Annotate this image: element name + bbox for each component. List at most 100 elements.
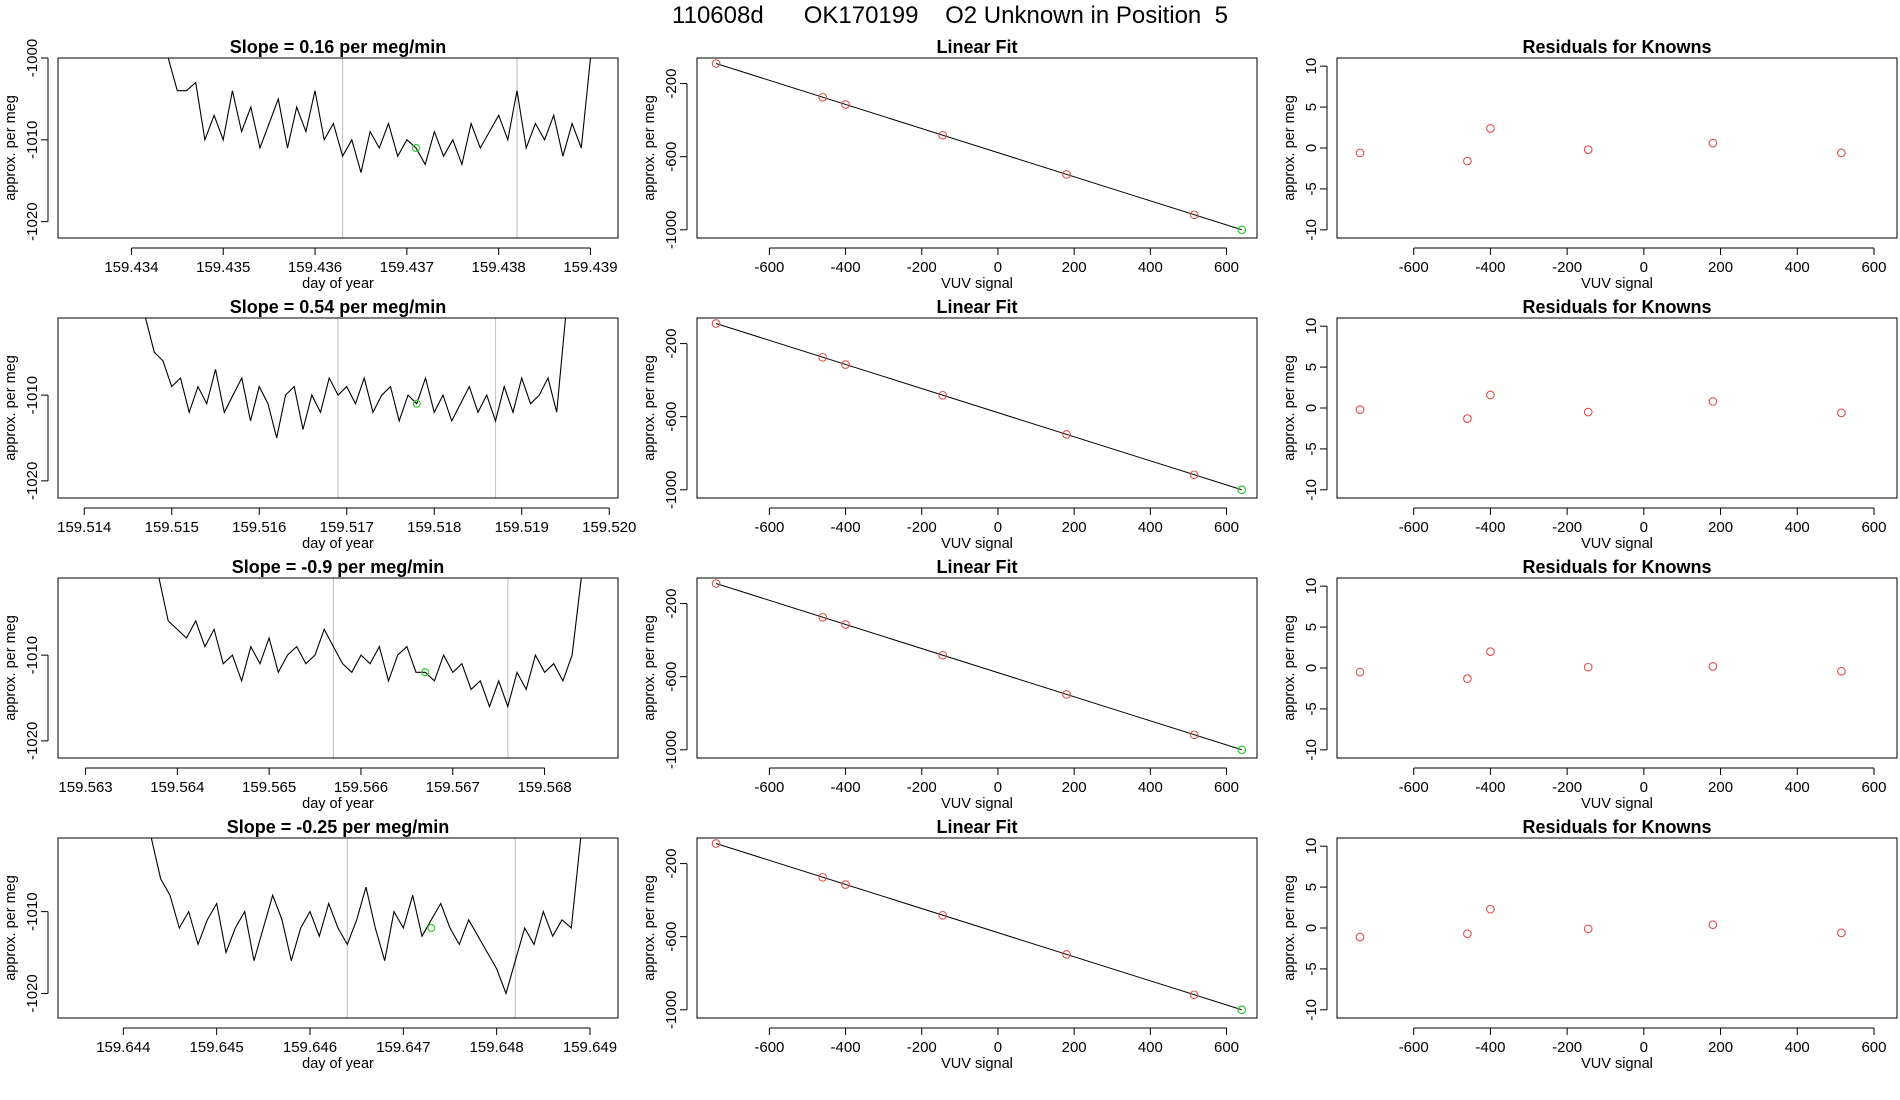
plot-frame	[57, 837, 619, 1019]
y-tick-label: 5	[1303, 363, 1320, 371]
known-point	[1062, 430, 1071, 439]
x-tick-label: -600	[754, 259, 784, 276]
known-point	[1062, 170, 1071, 179]
known-point	[1583, 662, 1593, 672]
x-tick-label: 159.648	[470, 1039, 524, 1056]
known-point	[711, 59, 721, 68]
known-point	[1583, 924, 1593, 934]
y-tick-label: -1020	[24, 722, 41, 760]
y-tick-label: 0	[1303, 404, 1320, 412]
known-point	[818, 612, 828, 622]
known-point	[1837, 666, 1846, 676]
series-line	[150, 838, 582, 996]
x-tick-label: 159.518	[407, 519, 461, 536]
x-tick-label: 0	[994, 779, 1002, 796]
y-tick-label: -10	[1303, 739, 1320, 761]
x-tick-label: 159.568	[517, 779, 571, 796]
known-point	[1837, 408, 1846, 418]
plot-area	[1355, 904, 1846, 942]
y-tick-label: -10	[1303, 479, 1320, 501]
x-tick-label: 159.563	[58, 779, 112, 796]
known-point	[1463, 156, 1472, 166]
known-point	[938, 390, 948, 400]
x-tick-label: 159.436	[288, 259, 342, 276]
y-axis-label: approx. per meg	[642, 875, 658, 981]
x-tick-label: -400	[1475, 779, 1505, 796]
known-point	[1708, 662, 1718, 671]
y-tick-label: -10	[1303, 219, 1320, 241]
y-tick-label: 0	[1303, 664, 1320, 672]
x-tick-label: 159.519	[495, 519, 549, 536]
y-tick-label: -1000	[663, 471, 680, 509]
x-tick-label: -200	[907, 779, 937, 796]
plot-frame	[696, 317, 1258, 499]
known-point	[1189, 990, 1199, 1000]
y-tick-label: 5	[1303, 883, 1320, 891]
known-point	[1837, 148, 1846, 158]
x-tick-label: 600	[1214, 779, 1239, 796]
y-tick-label: -600	[663, 142, 680, 172]
plot-area	[711, 839, 1247, 1015]
known-point	[1463, 929, 1472, 939]
y-axis-label: approx. per meg	[642, 95, 658, 201]
known-point	[1463, 414, 1472, 423]
y-tick-label: -200	[663, 589, 680, 619]
y-tick-label: -1010	[24, 376, 41, 414]
chart-title: Slope = -0.9 per meg/min	[232, 557, 445, 577]
y-axis-label: approx. per meg	[3, 355, 19, 461]
x-tick-label: 159.517	[320, 519, 374, 536]
x-tick-label: 0	[994, 259, 1002, 276]
plot-area	[1355, 647, 1846, 683]
unknown-point	[412, 399, 421, 408]
x-axis-label: VUV signal	[1581, 796, 1653, 812]
x-tick-label: -600	[1399, 519, 1429, 536]
x-tick-label: 200	[1708, 519, 1733, 536]
y-tick-label: -1010	[24, 892, 41, 930]
x-tick-label: 159.520	[582, 519, 636, 536]
y-tick-label: -1000	[663, 211, 680, 249]
known-point	[1355, 405, 1365, 414]
x-axis-label: VUV signal	[1581, 536, 1653, 552]
x-tick-label: 400	[1138, 1039, 1163, 1056]
x-tick-label: -200	[907, 519, 937, 536]
time-series-3-panel: Slope = -0.9 per meg/min 159.563 159.564 15…	[3, 557, 619, 812]
y-tick-label: -10	[1303, 999, 1320, 1021]
x-tick-label: -600	[754, 779, 784, 796]
x-tick-label: 159.645	[190, 1039, 244, 1056]
x-tick-label: 159.514	[57, 519, 111, 536]
x-tick-label: 200	[1708, 1039, 1733, 1056]
y-tick-label: -600	[663, 922, 680, 952]
known-point	[711, 319, 721, 328]
x-tick-label: 159.439	[563, 259, 617, 276]
x-axis-label: VUV signal	[941, 796, 1013, 812]
x-tick-label: 159.434	[104, 259, 158, 276]
x-tick-label: 0	[1640, 519, 1648, 536]
residuals-4-panel: Residuals for Knowns -600 -400 -200 0 200 400 6…	[1282, 817, 1898, 1072]
unknown-point	[1237, 745, 1247, 755]
plot-area	[711, 319, 1247, 495]
y-axis-label: approx. per meg	[3, 615, 19, 721]
y-tick-label: -1020	[24, 202, 41, 240]
plot-frame	[57, 577, 619, 759]
x-tick-label: 159.644	[96, 1039, 150, 1056]
x-tick-label: -400	[831, 779, 861, 796]
plot-area	[711, 579, 1247, 755]
y-axis-label: approx. per meg	[1282, 355, 1298, 461]
y-tick-label: 5	[1303, 623, 1320, 631]
known-point	[938, 910, 948, 920]
x-tick-label: -200	[1552, 519, 1582, 536]
x-tick-label: 0	[1640, 259, 1648, 276]
chart-title: Residuals for Knowns	[1522, 37, 1711, 57]
x-tick-label: 600	[1214, 519, 1239, 536]
unknown-point	[1237, 485, 1247, 495]
x-tick-label: 159.438	[472, 259, 526, 276]
linear-fit-2-panel: Linear Fit -600 -400 -200 0 200 400 600 VUV sign…	[642, 297, 1258, 552]
plot-frame	[696, 837, 1258, 1019]
known-point	[1062, 950, 1071, 959]
x-tick-label: 159.647	[376, 1039, 430, 1056]
x-axis-label: VUV signal	[1581, 1056, 1653, 1072]
x-tick-label: -600	[754, 1039, 784, 1056]
unknown-point	[411, 143, 421, 153]
fit-line	[715, 63, 1242, 231]
known-point	[1486, 124, 1495, 133]
